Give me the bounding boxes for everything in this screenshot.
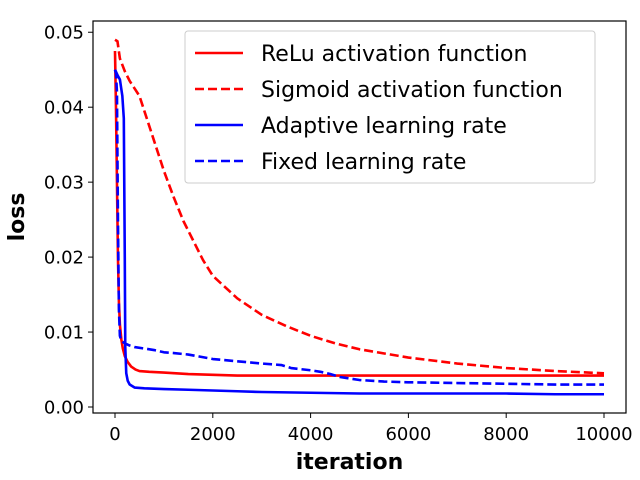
x-tick-label: 2000 (190, 424, 236, 445)
x-tick-label: 10000 (575, 424, 632, 445)
y-tick-label: 0.04 (44, 98, 84, 119)
y-axis-label: loss (5, 193, 30, 242)
series-line-3 (113, 69, 604, 396)
x-tick-label: 4000 (288, 424, 334, 445)
y-tick-label: 0.02 (44, 248, 84, 269)
series-line-4 (113, 69, 604, 386)
x-tick-label: 0 (109, 424, 120, 445)
legend-label-1: ReLu activation function (261, 42, 527, 67)
y-tick-label: 0.01 (44, 323, 84, 344)
series-line-2 (114, 38, 605, 375)
x-tick-label: 8000 (483, 424, 529, 445)
x-axis-label: iteration (296, 450, 404, 475)
ticks-layer: 0 2000 4000 6000 8000 10000 0.00 0.01 0.02 0.03 0.… (44, 23, 633, 445)
y-tick-label: 0.00 (44, 398, 84, 419)
legend-label-3: Adaptive learning rate (261, 114, 507, 139)
legend-label-4: Fixed learning rate (261, 150, 466, 175)
y-tick-label: 0.05 (44, 23, 84, 44)
legend-frame (184, 30, 596, 184)
plot-frame (92, 20, 627, 414)
y-tick-label: 0.03 (44, 173, 84, 194)
legend-label-2: Sigmoid activation function (261, 78, 563, 103)
series-layer (113, 38, 605, 396)
x-tick-label: 6000 (385, 424, 431, 445)
legend: ReLu activation function Sigmoid activati… (184, 30, 596, 184)
